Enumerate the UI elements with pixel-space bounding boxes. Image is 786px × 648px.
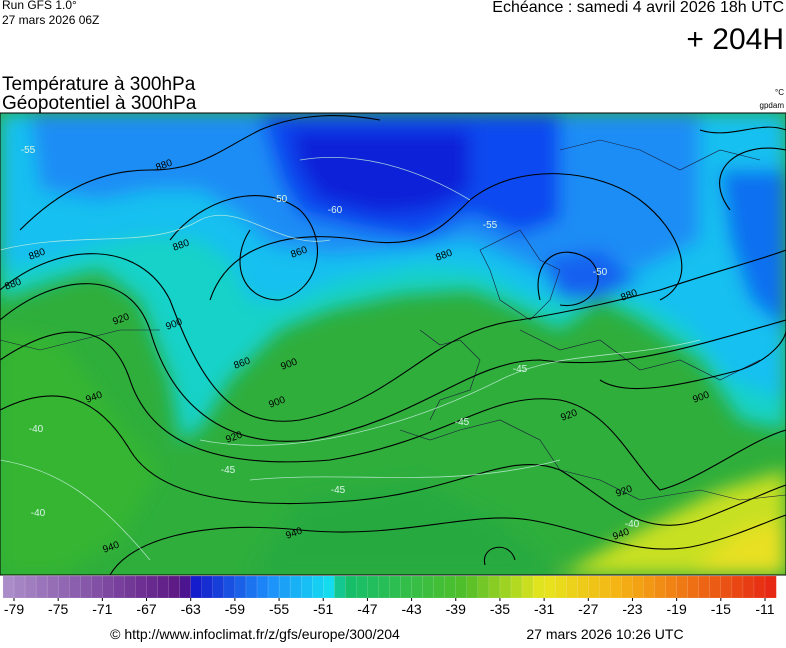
isotherm-label: -60 (328, 205, 343, 216)
colorbar-tick-label: -67 (136, 601, 156, 617)
isotherm-label: -40 (625, 519, 640, 530)
source-url: © http://www.infoclimat.fr/z/gfs/europe/… (110, 626, 400, 642)
isotherm-label: -40 (29, 424, 44, 435)
colorbar-tick-label: -11 (755, 601, 774, 617)
colorbar-tick-label: -59 (225, 601, 245, 617)
colorbar-tick-label: -27 (578, 601, 598, 617)
isotherm-label: -45 (455, 417, 470, 428)
colorbar-tick-label: -71 (92, 601, 112, 617)
colorbar-tick-label: -19 (667, 601, 687, 617)
colorbar-tick-label: -15 (711, 601, 731, 617)
isotherm-label: -40 (31, 508, 46, 519)
lead-time: + 204H (686, 23, 784, 56)
forecast-time: Echéance : samedi 4 avril 2026 18h UTC (492, 0, 784, 16)
map (0, 113, 786, 575)
colorbar-tick-label: -55 (269, 601, 289, 617)
colorbar-tick-label: -43 (401, 601, 421, 617)
colorbar-tick-label: -23 (622, 601, 642, 617)
unit-geopotential: gpdam (760, 101, 785, 110)
isotherm-label: -50 (273, 194, 288, 205)
unit-temperature: °C (775, 88, 784, 97)
isotherm-label: -50 (593, 267, 608, 278)
colorbar: -79 -75 -71 -67 -63 -59 -55 -51 -47 -43 -39 -35 -31 -… (2, 575, 777, 617)
isotherm-label: -55 (483, 220, 498, 231)
isotherm-label: -45 (331, 485, 346, 496)
run-label: Run GFS 1.0° (2, 0, 77, 12)
title-temperature: Température à 300hPa (2, 74, 196, 95)
colorbar-tick-label: -63 (181, 601, 201, 617)
isotherm-label: -45 (513, 364, 528, 375)
colorbar-tick-label: -51 (313, 601, 333, 617)
timestamp: 27 mars 2026 10:26 UTC (526, 626, 683, 642)
colorbar-tick-label: -31 (534, 601, 554, 617)
colorbar-tick-label: -47 (357, 601, 377, 617)
title-geopotential: Géopotentiel à 300hPa (2, 93, 197, 114)
isotherm-label: -55 (21, 145, 36, 156)
isotherm-label: -45 (221, 465, 236, 476)
map-frame (0, 112, 786, 576)
colorbar-tick-label: -79 (4, 601, 24, 617)
colorbar-tick-label: -35 (490, 601, 510, 617)
colorbar-tick-label: -39 (446, 601, 466, 617)
run-date: 27 mars 2026 06Z (2, 13, 99, 27)
colorbar-tick-label: -75 (48, 601, 68, 617)
